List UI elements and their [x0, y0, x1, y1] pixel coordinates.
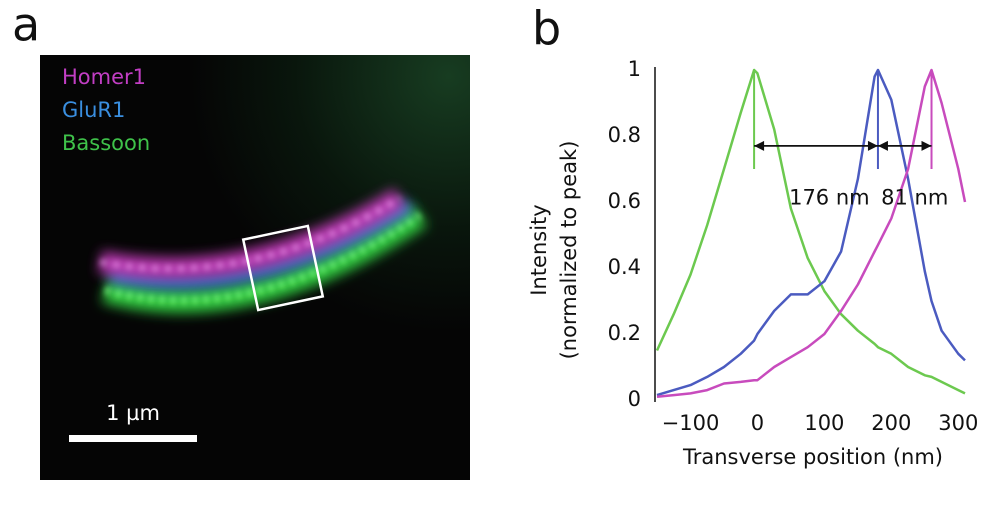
y-axis-title: Intensity	[527, 204, 551, 295]
x-tick-label: 0	[751, 411, 764, 435]
image-label: GluR1	[62, 98, 125, 122]
x-tick-label: −100	[662, 411, 720, 435]
annotation: 176 nm	[789, 186, 870, 210]
y-tick-label: 0.8	[608, 123, 641, 147]
scale-bar-label: 1 µm	[106, 401, 160, 425]
y-tick-label: 0	[628, 387, 641, 411]
y-tick-label: 0.4	[608, 255, 641, 279]
x-tick-label: 300	[938, 411, 978, 435]
annotation: 81 nm	[881, 186, 948, 210]
line-series	[656, 68, 967, 398]
image-label: Homer1	[62, 65, 146, 89]
y-axis-title: (normalized to peak)	[557, 141, 581, 360]
image-label: Bassoon	[62, 131, 150, 155]
image-labels: Homer1 GluR1 Bassoon	[62, 65, 150, 155]
line-series	[656, 68, 966, 397]
y-tick-label: 0.2	[608, 321, 641, 345]
y-tick-label: 0.6	[608, 189, 641, 213]
micrograph	[40, 55, 470, 480]
x-axis-title: Transverse position (nm)	[682, 445, 943, 469]
panel-label: b	[532, 2, 561, 56]
y-tick-label: 1	[628, 57, 641, 81]
x-tick-label: 200	[871, 411, 911, 435]
panel-label: a	[12, 0, 40, 52]
line-series	[655, 68, 966, 395]
x-tick-label: 100	[804, 411, 844, 435]
